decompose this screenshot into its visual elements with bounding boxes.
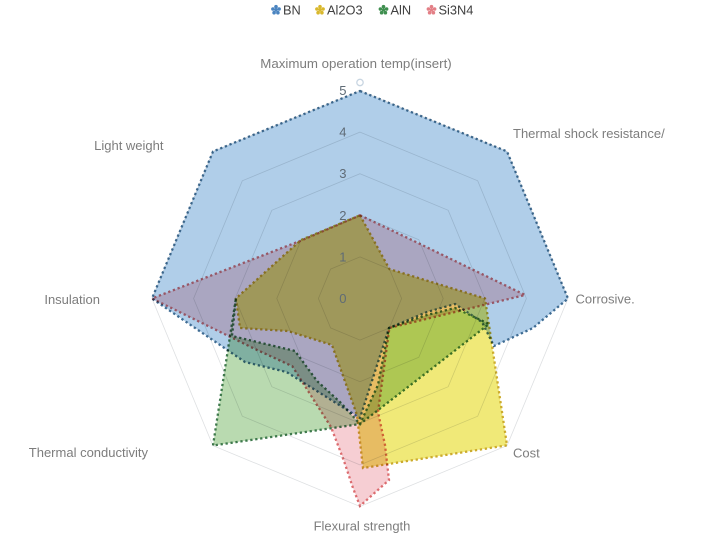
svg-text:Thermal conductivity: Thermal conductivity [29,445,149,460]
svg-text:5: 5 [339,83,346,98]
svg-text:2: 2 [339,208,346,223]
svg-text:4: 4 [339,125,346,140]
svg-text:Si3N4: Si3N4 [439,3,474,18]
svg-text:Flexural strength: Flexural strength [314,519,411,534]
svg-text:1: 1 [339,249,346,264]
svg-text:3: 3 [339,166,346,181]
svg-text:Corrosive.: Corrosive. [576,292,635,307]
svg-text:Thermal shock resistance/: Thermal shock resistance/ [513,126,665,141]
svg-text:Cost: Cost [513,446,540,461]
svg-text:Maximum operation temp(insert): Maximum operation temp(insert) [260,56,451,71]
svg-text:Al2O3: Al2O3 [327,3,363,18]
svg-text:0: 0 [339,291,346,306]
svg-text:Insulation: Insulation [44,292,100,307]
svg-text:AlN: AlN [391,3,412,18]
svg-text:Light weight: Light weight [94,138,164,153]
svg-text:BN: BN [283,3,301,18]
